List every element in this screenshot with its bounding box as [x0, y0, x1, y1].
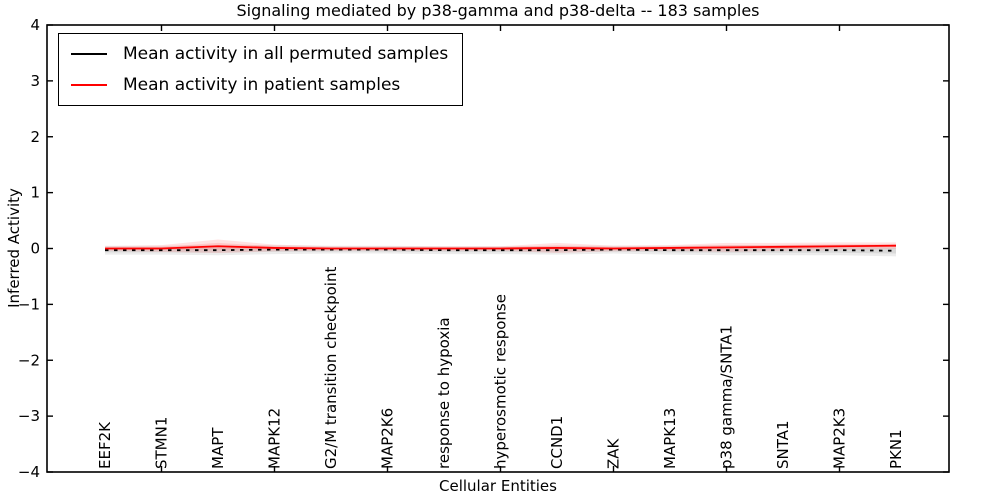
- legend-label-patient: Mean activity in patient samples: [123, 75, 401, 95]
- y-tick-label: 1: [30, 184, 40, 202]
- series-line-patient: [105, 244, 897, 250]
- x-category-label: CCND1: [548, 416, 566, 469]
- chart-title: Signaling mediated by p38-gamma and p38-…: [236, 1, 760, 20]
- x-category-label: SNTA1: [774, 420, 792, 469]
- y-tick-label: −3: [18, 407, 40, 425]
- y-tick-label: −4: [18, 463, 40, 481]
- legend: Mean activity in all permuted samples Me…: [58, 33, 464, 106]
- x-category-label: ZAK: [605, 437, 623, 469]
- patient-line-swatch: [71, 84, 107, 86]
- x-category-label: MAPT: [209, 427, 227, 469]
- legend-label-permuted: Mean activity in all permuted samples: [123, 44, 449, 64]
- permuted-line-swatch: [71, 53, 107, 55]
- x-category-label: response to hypoxia: [435, 317, 453, 469]
- y-tick-label: 2: [30, 128, 40, 146]
- x-category-label: p38 gamma/SNTA1: [718, 325, 736, 469]
- series-line-permuted: [105, 248, 897, 252]
- legend-entry-patient: Mean activity in patient samples: [71, 72, 448, 98]
- x-category-label: G2/M transition checkpoint: [322, 267, 340, 469]
- series-band-patient: [105, 239, 896, 253]
- x-category-label: MAPK13: [661, 408, 679, 469]
- y-tick-label: 3: [30, 72, 40, 90]
- x-category-label: MAP2K3: [831, 408, 849, 469]
- x-axis-label: Cellular Entities: [439, 477, 557, 495]
- x-category-label: EEF2K: [96, 421, 114, 469]
- x-category-label: hyperosmotic response: [492, 294, 510, 469]
- y-tick-label: 0: [30, 240, 40, 258]
- legend-entry-permuted: Mean activity in all permuted samples: [71, 41, 448, 67]
- y-tick-label: −1: [18, 295, 40, 313]
- x-category-label: PKN1: [887, 429, 905, 469]
- x-category-label: MAPK12: [266, 408, 284, 469]
- y-tick-label: 4: [30, 16, 40, 34]
- x-category-label: MAP2K6: [379, 408, 397, 469]
- y-tick-label: −2: [18, 351, 40, 369]
- x-category-label: STMN1: [153, 417, 171, 469]
